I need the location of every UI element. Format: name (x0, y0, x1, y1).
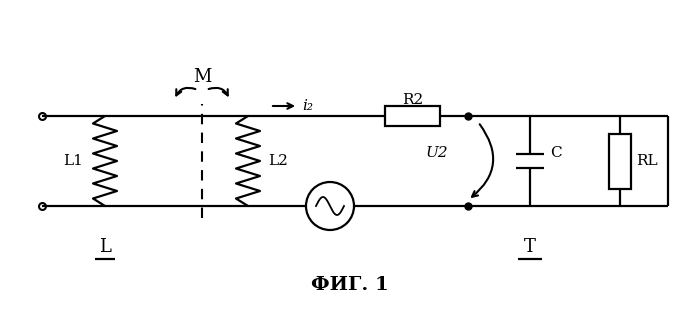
Text: RL: RL (636, 154, 658, 168)
Text: U2: U2 (426, 146, 448, 160)
Bar (385, 106, 440, 126)
Text: L: L (99, 238, 111, 256)
Text: M: M (193, 68, 211, 86)
Text: L2: L2 (268, 154, 288, 168)
Text: C: C (550, 146, 561, 160)
Text: R2: R2 (402, 93, 423, 107)
Bar (609, 133, 631, 188)
Text: T: T (524, 238, 536, 256)
Text: ФИГ. 1: ФИГ. 1 (311, 276, 389, 294)
Text: L1: L1 (63, 154, 83, 168)
Text: i₂: i₂ (302, 99, 313, 113)
